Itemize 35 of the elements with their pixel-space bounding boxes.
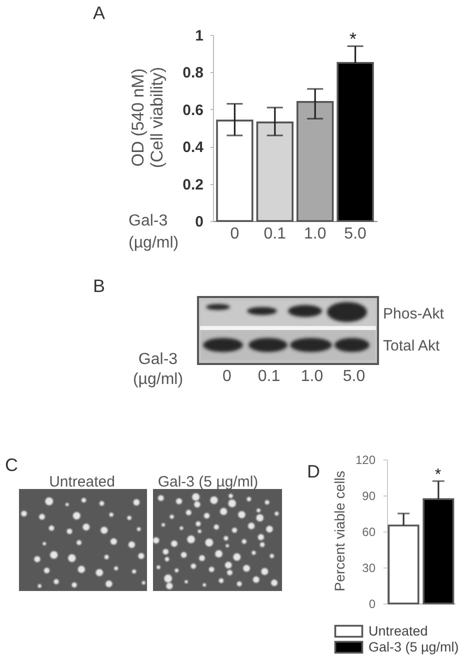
category-label: 5.0 [342,367,366,387]
y-axis-title: Percent viable cells [332,470,348,592]
y-tick-label: 0.6 [182,102,204,119]
category-label: Untreated [49,474,115,492]
y-tick-label: 0.8 [182,64,204,82]
y-tick-label: 0 [368,597,376,611]
y-tick-label: 30 [362,561,376,575]
y-tick-label: 1 [195,28,204,44]
chart-title: D [307,462,320,482]
x-tick-label: 0 [230,226,240,242]
category-label: 0 [222,367,232,387]
category-label: 1.0 [300,367,324,387]
category-label: Gal-3 (5 µg/ml) [158,474,258,492]
x-tick-label: 1.0 [304,226,326,242]
y-tick-label: 120 [355,453,376,467]
y-tick-label: 0.4 [182,139,204,156]
chart-title: A [93,3,106,23]
annotation: * [349,29,357,49]
y-tick-label: 60 [362,525,376,539]
y-tick-label: 0 [195,214,204,230]
text: C [5,454,18,476]
text: Total Akt [383,338,440,356]
category-label: 0.1 [258,367,280,387]
text: Gal-3 (µg/ml) [132,350,184,390]
legend-label: Untreated [368,623,428,638]
y-tick-label: 0.2 [182,176,204,194]
x-tick-label: 0.1 [264,226,286,242]
y-axis-title: OD (540 nM) (Cell viability) [128,66,166,168]
text: Phos-Akt [383,306,444,324]
x-axis-title: Gal-3 (µg/ml) [128,212,179,252]
y-tick-label: 90 [362,489,376,503]
legend-label: Gal-3 (5 µg/ml) [368,639,459,654]
text: B [93,274,106,298]
x-tick-label: 5.0 [344,226,367,242]
annotation: * [434,466,442,484]
